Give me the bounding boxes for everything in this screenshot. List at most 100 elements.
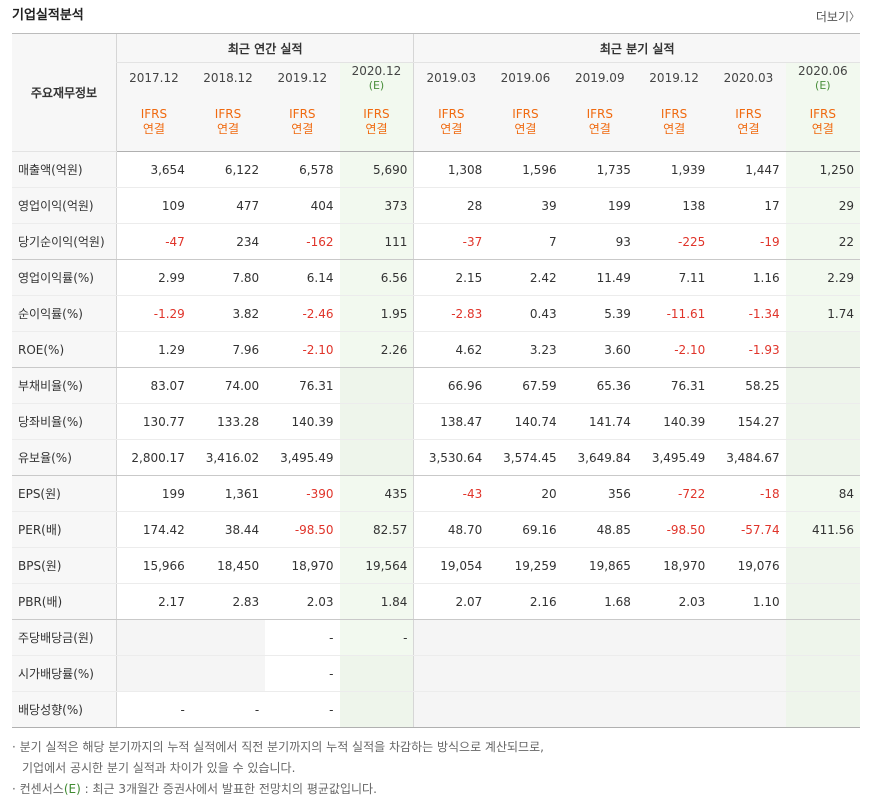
chevron-right-icon[interactable]: 〉	[849, 10, 860, 23]
table-cell: -1.34	[711, 295, 786, 332]
table-cell: 18,450	[190, 547, 266, 584]
row-label: 당기순이익(억원)	[12, 223, 117, 260]
table-cell: 65.36	[562, 367, 637, 404]
table-cell: 0.43	[488, 295, 563, 332]
ifrs-label: IFRS	[214, 107, 242, 122]
table-cell: 66.96	[413, 367, 489, 404]
table-cell: 234	[190, 223, 266, 260]
table-cell: 1.74	[785, 295, 860, 332]
accounting-basis-header: IFRS 연결	[265, 93, 340, 152]
row-label: 배당성향(%)	[12, 691, 117, 728]
table-cell: 199	[115, 475, 191, 512]
table-cell	[115, 619, 191, 656]
table-cell: 3,574.45	[488, 439, 563, 476]
table-cell: 6.14	[265, 259, 340, 296]
table-cell: 154.27	[711, 403, 786, 440]
footnote-consensus-label: 컨센서스	[19, 782, 64, 796]
footnotes: · 분기 실적은 해당 분기까지의 누적 실적에서 직전 분기까지의 누적 실적…	[12, 737, 862, 800]
period-date: 2018.12	[203, 70, 253, 85]
table-cell	[785, 403, 860, 440]
table-cell: 18,970	[636, 547, 712, 584]
table-cell: 435	[339, 475, 414, 512]
table-cell: 19,259	[488, 547, 563, 584]
more-link[interactable]: 더보기	[815, 10, 849, 24]
period-header-row: 2017.12 2018.12 2019.12 2020.12 (E) 2019.03 20…	[12, 62, 860, 94]
table-cell: 7	[488, 223, 563, 260]
table-cell: -225	[636, 223, 712, 260]
table-cell: -	[339, 619, 414, 656]
table-cell: -2.83	[413, 295, 489, 332]
table-cell: -37	[413, 223, 489, 260]
table-row: 당좌비율(%) 130.77 133.28 140.39 138.47 140.74 141…	[12, 403, 860, 440]
table-cell: 140.74	[488, 403, 563, 440]
consolidated-label: 연결	[811, 122, 834, 137]
table-cell: -98.50	[636, 511, 712, 548]
table-row: 영업이익률(%) 2.99 7.80 6.14 6.56 2.15 2.42 11.49 7.1…	[12, 259, 860, 296]
table-cell: -98.50	[265, 511, 340, 548]
table-cell: 58.25	[711, 367, 786, 404]
table-cell: 7.96	[190, 331, 266, 368]
table-cell: 82.57	[339, 511, 414, 548]
table-cell: 2.03	[265, 583, 340, 620]
table-row: ROE(%) 1.29 7.96 -2.10 2.26 4.62 3.23 3.60 -2.10…	[12, 331, 860, 368]
table-row: PER(배) 174.42 38.44 -98.50 82.57 48.70 69.16 48…	[12, 511, 860, 548]
table-cell: 5.39	[562, 295, 637, 332]
table-cell	[339, 403, 414, 440]
table-cell	[190, 619, 266, 656]
row-label: 당좌비율(%)	[12, 403, 117, 440]
period-date: 2019.03	[426, 70, 477, 85]
table-cell	[785, 367, 860, 404]
table-cell: 111	[339, 223, 414, 260]
table-cell: 138.47	[413, 403, 489, 440]
table-cell: 1,939	[636, 151, 712, 188]
table-cell	[711, 619, 786, 656]
period-date: 2019.06	[500, 70, 551, 85]
table-cell	[115, 655, 191, 692]
table-cell: 1.84	[339, 583, 414, 620]
accounting-basis-header: IFRS 연결	[636, 93, 712, 152]
table-cell: 199	[562, 187, 637, 224]
table-cell	[785, 439, 860, 476]
estimate-mark: (E)	[815, 79, 831, 93]
table-cell	[339, 691, 414, 728]
ifrs-label: IFRS	[660, 107, 688, 122]
period-header: 2019.12	[636, 62, 712, 94]
footnote-consensus: · 컨센서스(E) : 최근 3개월간 증권사에서 발표한 전망치의 평균값입니…	[12, 782, 377, 796]
period-date: 2019.12	[649, 70, 699, 85]
row-label: EPS(원)	[12, 475, 117, 512]
table-cell: 1,250	[785, 151, 860, 188]
table-cell: 4.62	[413, 331, 489, 368]
table-cell: 29	[785, 187, 860, 224]
table-cell: 48.70	[413, 511, 489, 548]
period-header: 2019.12	[265, 62, 340, 94]
table-cell: 138	[636, 187, 712, 224]
ifrs-label: IFRS	[438, 107, 465, 122]
table-cell: -2.10	[265, 331, 340, 368]
table-cell	[413, 691, 489, 728]
row-label: BPS(원)	[12, 547, 117, 584]
table-cell	[339, 367, 414, 404]
table-cell: 477	[190, 187, 266, 224]
consolidated-label: 연결	[440, 122, 463, 137]
table-cell: 19,564	[339, 547, 414, 584]
table-cell: -162	[265, 223, 340, 260]
page-title: 기업실적분석	[12, 8, 84, 23]
table-row: 영업이익(억원) 109 477 404 373 28 39 199 138 17 29	[12, 187, 860, 224]
table-cell: -390	[265, 475, 340, 512]
table-row: 유보율(%) 2,800.17 3,416.02 3,495.49 3,530.64 3,…	[12, 439, 860, 476]
period-header: 2020.12 (E)	[339, 62, 414, 94]
table-cell	[711, 655, 786, 692]
table-cell: 74.00	[190, 367, 266, 404]
quarterly-group-header: 최근 분기 실적	[413, 33, 860, 63]
table-cell: 17	[711, 187, 786, 224]
table-cell: 3,530.64	[413, 439, 489, 476]
table-cell: -	[265, 691, 340, 728]
table-cell: -2.10	[636, 331, 712, 368]
table-cell: 2.99	[115, 259, 191, 296]
table-cell: 83.07	[115, 367, 191, 404]
consolidated-label: 연결	[588, 122, 611, 137]
consolidated-label: 연결	[514, 122, 537, 137]
table-cell: 28	[413, 187, 489, 224]
period-header: 2018.12	[190, 62, 266, 94]
consolidated-label: 연결	[663, 122, 686, 137]
